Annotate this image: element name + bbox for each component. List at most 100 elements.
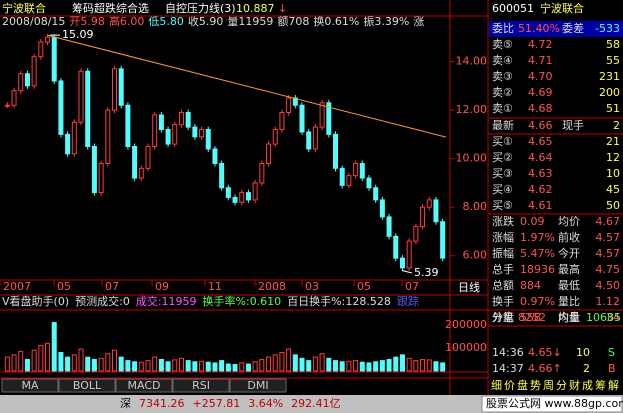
line-value: 10.887 [236,2,275,15]
panel-tab[interactable]: 周 [543,379,554,392]
volume-bar [279,352,285,372]
info-item: 量11959 [227,15,273,28]
volume-title-item: 预测成交:0 [75,294,130,308]
volume-bar [185,360,191,372]
label: 量比 [558,295,580,308]
tab-label[interactable]: MA [21,379,38,392]
panel-tab[interactable]: 细 [491,379,502,392]
candle [373,187,379,201]
tab-label[interactable]: RSI [192,379,210,392]
volume-bar [125,360,131,372]
volume-bar [192,361,198,372]
tab-label[interactable]: DMI [247,379,268,392]
candle [239,192,245,203]
candle [399,257,405,269]
candle [319,102,325,128]
value: 4.67 [596,215,621,228]
candle [266,143,272,164]
label: 委差 [562,21,584,35]
volume-bar [178,357,184,372]
annotation-leader [401,270,413,274]
volume: 45 [606,183,620,196]
tab-label[interactable]: MACD [128,379,161,392]
volume-bar [38,345,44,372]
tab[interactable] [1,378,59,393]
indicator-name: 筹码超跌综合选 [72,1,149,15]
x-tick-label: 05 [57,280,71,293]
panel-tab[interactable]: 解 [608,378,619,392]
info-item: 2008/08/15 [2,15,65,28]
label: 买③ [492,167,513,180]
panel-tab[interactable]: 分 [556,379,567,392]
volume: 55 [606,54,620,67]
volume-bar [346,360,352,372]
info-item: 收5.90 [188,14,224,28]
value: 8252 [518,311,546,324]
volume-bar [359,361,365,372]
info-item: 高6.00 [109,14,145,28]
tab[interactable] [58,378,116,393]
volume-bar [406,357,412,372]
time: 14:37 [492,362,524,375]
volume: 51 [606,102,620,115]
panel-tab[interactable]: 价 [504,379,515,392]
annotation: 15.09 [62,28,94,41]
candle [299,104,305,133]
volume-bar [31,349,37,372]
tab-label[interactable]: BOLL [73,379,102,392]
candle [232,196,238,203]
tab[interactable] [229,378,287,393]
label: 振幅 [492,246,514,260]
price: 4.68 [528,102,553,115]
volume-bar [353,360,359,372]
side: B [608,362,616,375]
panel-tab[interactable]: 财 [569,378,580,392]
value: 18936 [520,263,555,276]
label: 前收 [558,230,580,244]
candle [279,112,285,131]
value: 10685 [586,311,621,324]
status-item: +257.81 [193,397,241,410]
volume-bar [252,361,258,372]
candle [71,121,77,155]
volume-bar [440,362,446,372]
candle [165,129,171,145]
value: 0.09 [520,215,545,228]
y-tick-label: 6.00 [463,249,488,262]
x-tick-label: 11 [208,280,222,293]
panel-tab[interactable]: 势 [530,379,541,392]
volume-title: V看盘助手(0) 预测成交:0 成交:11959 换手率%:0.610 百日换手%:12… [2,294,419,308]
volume-bar [286,348,292,372]
label: 卖① [492,102,513,115]
status-bar [0,395,623,413]
x-tick-label: 07 [405,280,419,293]
volume-bar [132,361,138,372]
label: 换手 [492,294,514,308]
panel-tab[interactable]: 成 [582,379,593,392]
annotation: 5.39 [414,266,439,279]
candle [65,133,71,155]
price: 4.70 [528,70,553,83]
label: 卖⑤ [492,38,513,51]
volume-bar [272,354,278,372]
label: 卖② [492,86,513,99]
price: 4.62 [528,183,553,196]
tab[interactable] [115,378,173,393]
label: 现手 [562,118,584,132]
candle [366,177,372,189]
volume-bar [379,360,385,372]
tab[interactable] [172,378,230,393]
candle [386,216,392,237]
volume-title-item: 成交:11959 [136,294,197,308]
label: 买① [492,135,513,148]
panel-tab[interactable]: 筹 [595,378,606,392]
value: 1.12 [596,295,621,308]
volume-bar [91,358,97,372]
candle [132,146,138,179]
label: 总手 [492,262,514,276]
price: 4.65 [528,135,553,148]
volume-bar [339,361,345,372]
candle [158,114,164,131]
panel-tab[interactable]: 盘 [517,378,528,392]
